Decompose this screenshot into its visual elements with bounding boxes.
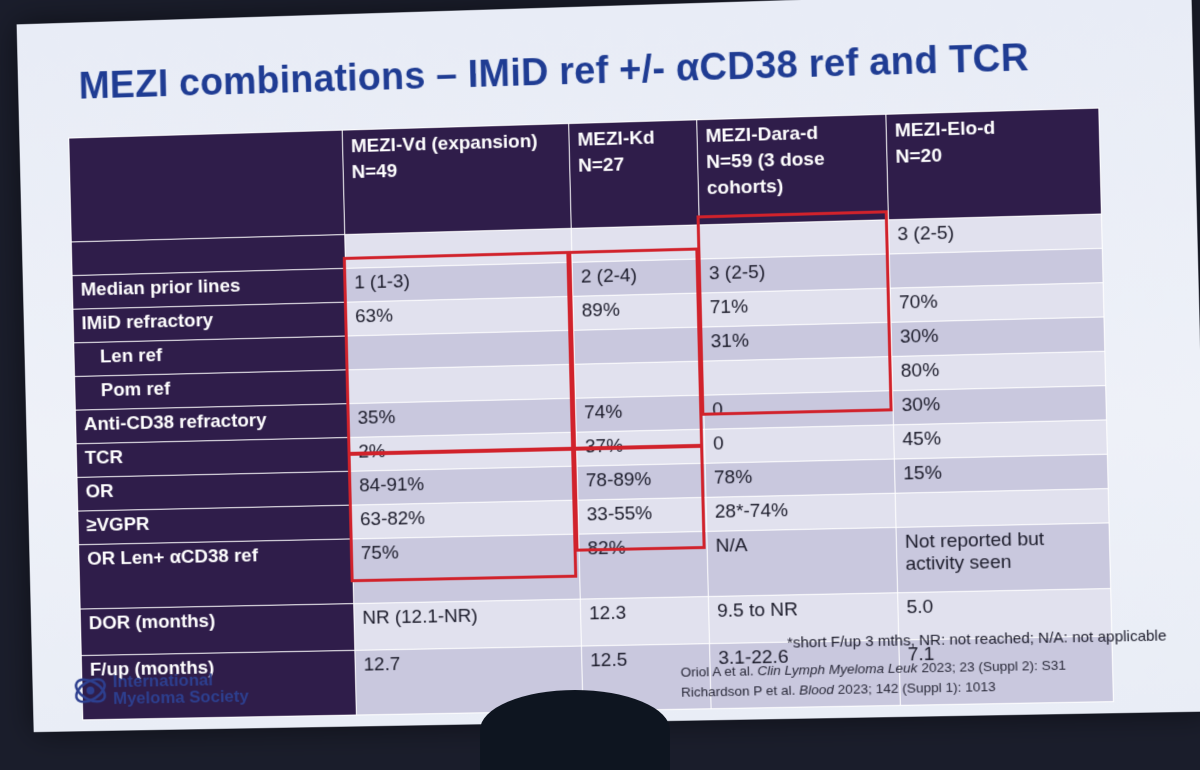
ref-authors: Oriol A et al. bbox=[680, 663, 757, 679]
ref-authors: Richardson P et al. bbox=[681, 683, 799, 700]
table-cell: Not reported but activity seen bbox=[896, 523, 1111, 593]
table-cell: 35% bbox=[349, 398, 576, 437]
row-label: DOR (months) bbox=[80, 604, 355, 656]
table-cell: 89% bbox=[573, 293, 702, 330]
table-cell: 78-89% bbox=[577, 463, 706, 500]
table-cell: 30% bbox=[891, 317, 1105, 357]
ims-logo-icon bbox=[71, 671, 109, 709]
col-header-line: N=49 bbox=[351, 154, 561, 186]
table-cell: 75% bbox=[352, 534, 580, 603]
table-cell: 63% bbox=[346, 296, 573, 336]
table-cell bbox=[571, 225, 700, 262]
table-cell bbox=[889, 248, 1103, 288]
col-header-mezi-dara-d: MEZI-Dara-d N=59 (3 dose cohorts) bbox=[697, 114, 889, 225]
ref-journal: Blood bbox=[799, 682, 834, 698]
logo-text-line2: Myeloma Society bbox=[113, 688, 249, 707]
table-cell: 63-82% bbox=[351, 500, 578, 539]
row-label: OR Len+ αCD38 ref bbox=[79, 539, 354, 609]
table-cell: 3 (2-5) bbox=[700, 254, 890, 293]
table-cell: 74% bbox=[575, 395, 704, 432]
row-label: ≥VGPR bbox=[78, 505, 352, 545]
speaker-head-silhouette bbox=[480, 690, 670, 770]
results-table: MEZI-Vd (expansion) N=49 MEZI-Kd N=27 ME… bbox=[68, 108, 1114, 721]
table-cell: 80% bbox=[892, 351, 1106, 390]
table-cell: 2 (2-4) bbox=[572, 259, 701, 296]
table-cell: 78% bbox=[705, 459, 895, 497]
ref-details: 2023; 23 (Suppl 2): S31 bbox=[917, 658, 1066, 676]
ref-details: 2023; 142 (Suppl 1): 1013 bbox=[834, 679, 996, 697]
col-header-line: N=27 bbox=[578, 151, 690, 180]
table-cell bbox=[895, 489, 1109, 528]
table-cell: 28*-74% bbox=[706, 493, 896, 531]
table-cell: 31% bbox=[702, 322, 892, 361]
table-cell: 45% bbox=[893, 420, 1107, 459]
table-cell: 82% bbox=[579, 531, 709, 599]
col-header-line: MEZI-Kd bbox=[577, 125, 689, 154]
ref-journal: Clin Lymph Myeloma Leuk bbox=[757, 660, 917, 678]
col-header-line: N=20 bbox=[895, 139, 1091, 171]
col-header-mezi-elo-d: MEZI-Elo-d N=20 bbox=[886, 108, 1102, 220]
table-cell: 84-91% bbox=[350, 466, 577, 505]
table-cell: 0 bbox=[703, 391, 893, 430]
table-cell: 3 (2-5) bbox=[888, 214, 1102, 254]
table-cell: 2% bbox=[350, 432, 577, 471]
table-cell: 0 bbox=[704, 425, 894, 463]
table-cell: 33-55% bbox=[578, 497, 707, 534]
table-cell bbox=[574, 327, 703, 364]
col-header-line: N=59 (3 dose cohorts) bbox=[706, 145, 879, 202]
table-cell: NR (12.1-NR) bbox=[354, 599, 582, 650]
corner-cell bbox=[69, 130, 345, 242]
table-cell bbox=[699, 220, 889, 259]
ims-logo: International Myeloma Society bbox=[71, 669, 249, 710]
col-header-mezi-kd: MEZI-Kd N=27 bbox=[569, 120, 700, 229]
table-cell: 71% bbox=[701, 288, 891, 327]
table-cell bbox=[347, 330, 574, 370]
table-cell: N/A bbox=[707, 527, 898, 596]
presentation-slide: MEZI combinations – IMiD ref +/- αCD38 r… bbox=[17, 0, 1200, 732]
table-cell: 70% bbox=[890, 283, 1104, 323]
table-cell bbox=[348, 364, 575, 403]
slide-title: MEZI combinations – IMiD ref +/- αCD38 r… bbox=[78, 34, 1138, 109]
table-cell: 15% bbox=[894, 454, 1108, 493]
table-cell bbox=[575, 361, 704, 398]
table-cell: 37% bbox=[576, 429, 705, 466]
table-cell: 30% bbox=[893, 386, 1107, 425]
col-header-mezi-vd: MEZI-Vd (expansion) N=49 bbox=[342, 124, 571, 235]
table-cell: 12.3 bbox=[580, 597, 709, 647]
table-cell bbox=[703, 357, 893, 396]
